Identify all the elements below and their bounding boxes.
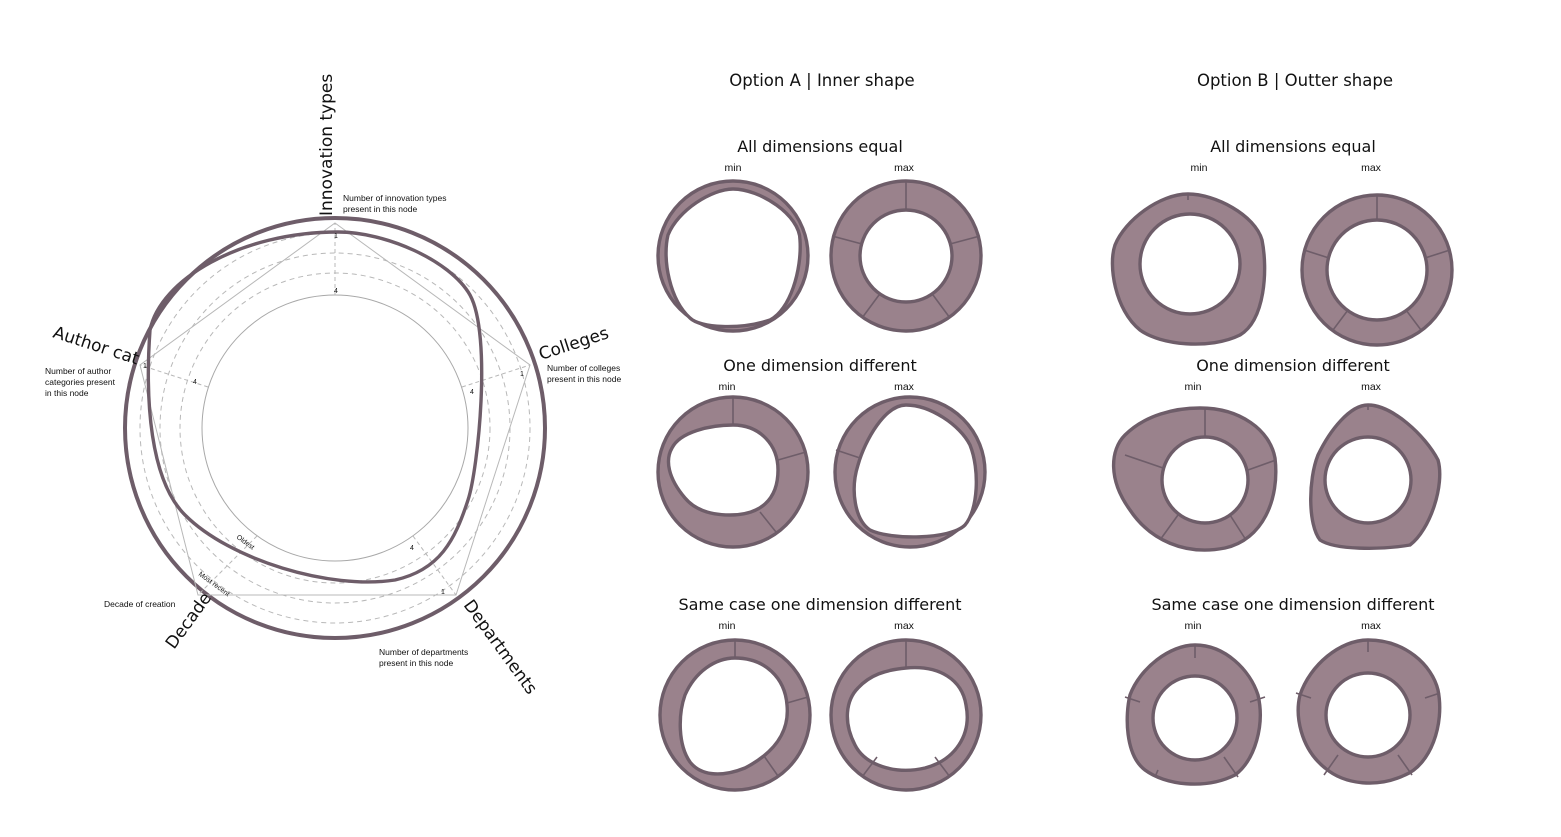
- axis-note-author: Number of author categories present in t…: [45, 366, 117, 398]
- shape-a3-max: [829, 638, 983, 792]
- min-label: min: [719, 620, 736, 632]
- max-label: max: [894, 162, 915, 174]
- max-label: max: [1361, 381, 1382, 393]
- shape-b1-min: [1110, 192, 1267, 346]
- radar-axis-line: [461, 364, 531, 388]
- min-label: min: [1185, 381, 1202, 393]
- radar-axis-line: [139, 364, 209, 388]
- radar-node-shape: [146, 230, 484, 584]
- option-a-panel: Option A | Inner shape All dimensions eq…: [656, 71, 987, 792]
- shape-b2-max: [1309, 403, 1442, 550]
- axis-note-colleges: Number of colleges present in this node: [547, 363, 623, 384]
- axis-note-departments: Number of departments present in this no…: [379, 647, 471, 668]
- min-label: min: [1185, 620, 1202, 632]
- axis-note-innovation: Number of innovation types present in th…: [343, 193, 449, 214]
- tick-label: 1: [334, 233, 338, 240]
- tick-label: 4: [470, 389, 474, 396]
- max-label: max: [1361, 162, 1382, 174]
- radar-pentagon: [139, 222, 531, 596]
- row-title: Same case one dimension different: [1151, 595, 1434, 614]
- axis-label-innovation: Innovation types: [317, 74, 337, 216]
- tick-label: 1: [143, 363, 147, 370]
- radar-dashed-ring: [159, 252, 511, 604]
- option-a-title: Option A | Inner shape: [729, 71, 914, 90]
- tick-label: 1: [441, 589, 445, 596]
- radar-outer-ring: [123, 216, 547, 640]
- shape-a2-min: [656, 395, 810, 549]
- shape-b1-max: [1300, 193, 1454, 347]
- shape-b2-min: [1111, 406, 1278, 552]
- row-title: One dimension different: [1196, 356, 1390, 375]
- tick-label: 4: [410, 545, 414, 552]
- option-b-title: Option B | Outter shape: [1197, 71, 1393, 90]
- row-title: Same case one dimension different: [678, 595, 961, 614]
- shape-a1-min: [656, 179, 810, 333]
- shape-b3-max: [1295, 638, 1442, 785]
- min-label: min: [725, 162, 742, 174]
- shape-b3-min: [1124, 643, 1266, 786]
- axis-label-departments: Departments: [459, 596, 541, 698]
- max-label: max: [1361, 620, 1382, 632]
- radar-axis-line: [412, 535, 457, 596]
- radar-diagram: Innovation types Colleges Departments De…: [45, 74, 623, 699]
- tick-label: 4: [193, 379, 197, 386]
- tick-label: 4: [334, 288, 338, 295]
- max-label: max: [894, 381, 915, 393]
- shape-a1-max: [829, 179, 983, 333]
- tick-label: 1: [520, 371, 524, 378]
- shape-a2-max: [833, 395, 987, 549]
- row-title: All dimensions equal: [737, 137, 903, 156]
- radar-inner-circle: [201, 294, 469, 562]
- shape-a3-min: [658, 638, 812, 792]
- axis-label-author: Author cat: [50, 323, 141, 370]
- axis-note-decade: Decade of creation: [104, 599, 176, 609]
- min-label: min: [719, 381, 736, 393]
- radar-dashed-ring: [179, 272, 491, 584]
- min-label: min: [1191, 162, 1208, 174]
- option-b-panel: Option B | Outter shape All dimensions e…: [1110, 71, 1454, 786]
- axis-label-colleges: Colleges: [536, 323, 611, 364]
- row-title: One dimension different: [723, 356, 917, 375]
- row-title: All dimensions equal: [1210, 137, 1376, 156]
- max-label: max: [894, 620, 915, 632]
